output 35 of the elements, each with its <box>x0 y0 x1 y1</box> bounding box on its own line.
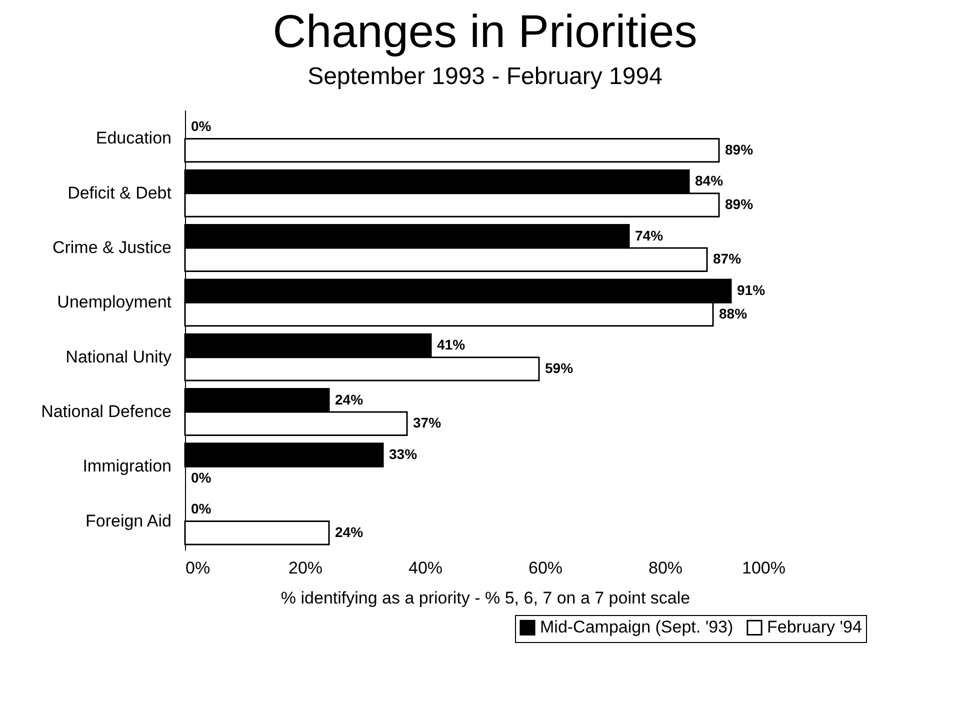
y-tick-label: Deficit & Debt <box>68 183 172 202</box>
chart-title: Changes in Priorities <box>272 5 698 57</box>
data-label: 33% <box>389 446 418 462</box>
y-tick-label: National Defence <box>41 402 172 421</box>
y-tick-label: Immigration <box>82 456 172 476</box>
data-label: 24% <box>335 524 364 540</box>
legend-label: Mid-Campaign (Sept. '93) <box>540 618 734 637</box>
y-tick-label: Education <box>96 128 172 148</box>
data-label: 41% <box>437 336 466 353</box>
data-label: 24% <box>335 391 364 408</box>
x-tick-label: 100% <box>742 558 786 578</box>
data-label: 74% <box>635 227 664 244</box>
x-tick-label: 80% <box>648 558 683 578</box>
data-label: 59% <box>545 360 574 376</box>
y-tick-label: National Unity <box>66 347 172 366</box>
data-label: 0% <box>191 469 212 486</box>
x-tick-label: 40% <box>408 558 443 578</box>
data-label: 89% <box>725 196 754 212</box>
data-label: 87% <box>713 250 742 267</box>
data-label: 0% <box>191 118 212 134</box>
data-label: 89% <box>725 141 754 158</box>
data-label: 37% <box>413 414 442 431</box>
x-tick-label: 0% <box>186 558 210 578</box>
x-axis-title: % identifying as a priority - % 5, 6, 7 on a 7 point scale <box>280 588 690 608</box>
x-tick-label: 20% <box>288 558 323 578</box>
data-label: 0% <box>191 500 212 517</box>
data-label: 88% <box>719 305 748 322</box>
y-tick-label: Unemployment <box>57 292 172 312</box>
y-tick-label: Foreign Aid <box>86 511 172 530</box>
x-tick-label: 60% <box>528 558 563 578</box>
legend-label: February '94 <box>767 618 862 637</box>
data-label: 91% <box>737 282 766 298</box>
chart-subtitle: September 1993 - February 1994 <box>308 63 662 90</box>
y-tick-label: Crime & Justice <box>52 238 172 258</box>
data-label: 84% <box>695 172 724 189</box>
